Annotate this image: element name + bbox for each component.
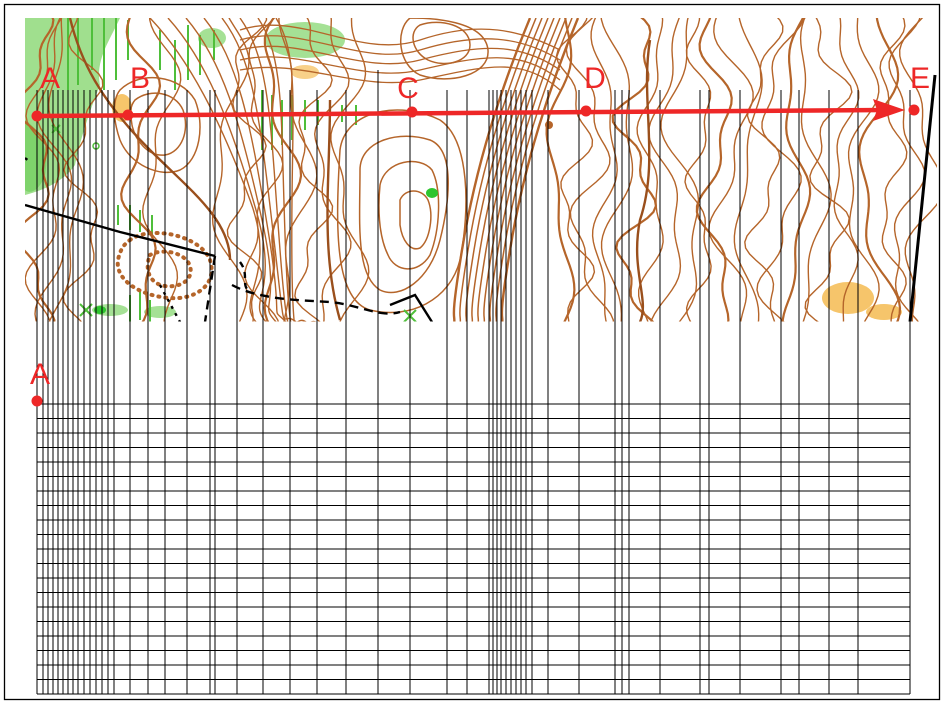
route-point-label: E [910,62,930,95]
route-line [36,99,905,121]
valley-contour-line [459,18,537,322]
route-point-label: A [40,62,60,95]
green-vegetation-area [144,306,176,318]
contour-line [611,18,658,322]
route-point-dot [908,104,920,116]
route-points: A B C D E [31,62,930,122]
route-arrow-line [36,107,886,119]
pit-ring [115,231,214,301]
steep-valley-contours [452,18,580,322]
contour-line [695,18,733,322]
contour-line [565,18,615,322]
valley-contour-line [500,18,580,322]
route-arrowhead-icon [873,99,905,121]
route-point-dot [406,106,418,118]
contour-line [555,18,596,322]
map-features [51,121,553,322]
contour-line [239,24,561,51]
profile-start-dot [31,395,43,407]
valley-contour-line [477,18,555,322]
contour-line [167,18,268,322]
green-vegetation-area [25,120,47,192]
contour-line [733,18,763,322]
contour-line [833,18,860,322]
contour-line [34,18,73,322]
dot-marker-icon [94,306,106,314]
route-point-dot [122,109,134,121]
contour-line [263,18,303,322]
profile-start-label: A [30,358,50,391]
contour-line [799,18,832,322]
contour-line [149,18,261,322]
contour-line [275,18,327,322]
contour-line [684,18,712,322]
contour-line [647,18,682,322]
contour-line [294,18,334,322]
contour-line [211,18,250,322]
contour-line [257,18,318,322]
figure-border [3,3,941,701]
contour-line [898,18,937,322]
contour-line [879,18,908,322]
valley-contour-line [489,18,567,322]
contour-line [545,18,576,322]
contour-line [239,66,561,91]
contour-line [226,18,268,322]
route-point-e: E [908,62,930,116]
contour-line [203,18,288,322]
contour-line [25,18,62,322]
valley-contour-line [495,18,573,322]
route-point-b: B [122,62,150,121]
route-point-label: D [584,62,606,95]
contour-line [600,18,634,322]
route-point-d: D [580,62,606,117]
contour-line [744,18,784,322]
route-point-a: A [31,62,60,122]
valley-contour-line [452,18,532,322]
contour-line [239,56,561,81]
contour-line [590,18,618,322]
profile-grid [36,70,911,695]
green-vegetation-area [198,28,226,48]
orienteering-map [25,18,937,322]
open-land-area [822,282,874,314]
valley-contour-line [471,18,549,322]
index-contours [68,18,652,322]
knoll-icon [545,121,553,129]
route-point-label: B [130,62,150,95]
contour-line [239,45,561,71]
contour-line [636,18,664,322]
map-background [25,18,937,322]
dot-marker-icon [426,188,438,198]
route-point-dot [31,110,43,122]
contour-line [239,18,308,322]
contour-line [847,18,880,322]
contour-line [47,18,85,322]
contour-line [141,18,182,322]
route-point-label: C [397,72,419,105]
open-land-area [291,65,319,79]
open-land-area [866,304,902,320]
contour-line [660,18,700,322]
contour-line [330,18,370,322]
valley-contour-line [483,18,561,322]
contour-line [858,18,902,322]
profile-start: A [30,358,50,407]
vegetation-areas [25,18,902,320]
valley-contour-line [465,18,543,322]
contour-line [185,18,278,322]
route-point-c: C [397,72,419,118]
contour-line [781,18,812,322]
route-point-dot [580,105,592,117]
